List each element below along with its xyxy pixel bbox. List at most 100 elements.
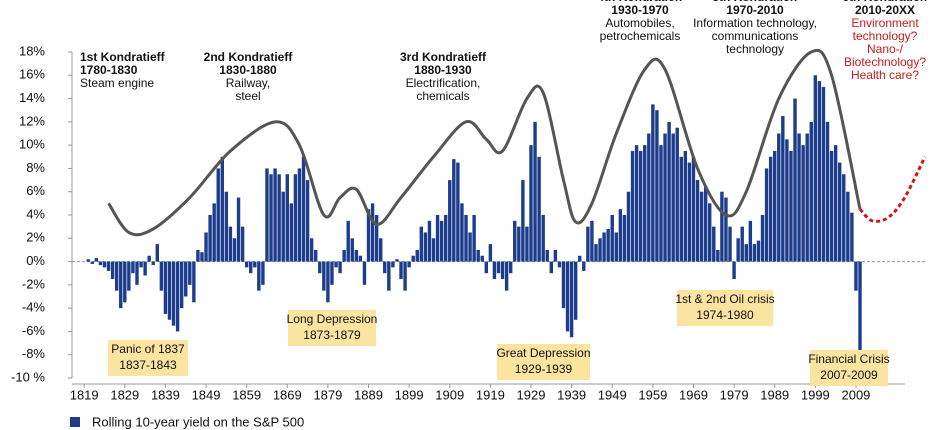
annotation: Environment (851, 16, 919, 30)
bar (468, 232, 472, 262)
bar (265, 168, 269, 262)
bar (102, 261, 107, 268)
bar (289, 203, 294, 262)
bar (106, 261, 111, 271)
box-text: Long Depression (287, 312, 378, 326)
bar (419, 226, 424, 262)
annotation: 1st Kondratieff (80, 50, 166, 64)
bar (155, 244, 159, 262)
bar (744, 244, 748, 262)
bar (768, 156, 773, 262)
bar (192, 261, 196, 303)
bar (163, 261, 168, 314)
annotation: 3rd Kondratieff (400, 50, 487, 64)
bar (305, 180, 310, 262)
bar (443, 215, 448, 262)
box-text: Great Depression (496, 346, 590, 360)
bar (578, 255, 582, 262)
y-tick-label: 8% (26, 160, 45, 175)
x-tick-label: 1839 (151, 387, 180, 402)
y-tick-label: 4% (26, 206, 45, 221)
bar (594, 244, 598, 262)
bar (626, 191, 631, 262)
x-tick-label: 1969 (679, 387, 708, 402)
box-text: 2007-2009 (820, 368, 878, 382)
bar (403, 261, 407, 291)
bar (671, 133, 675, 262)
box-text: 1873-1879 (303, 328, 361, 342)
bar (439, 220, 444, 262)
box-text: 1837-1843 (119, 358, 177, 372)
bar (395, 259, 399, 262)
bar (622, 215, 627, 262)
bar (318, 261, 322, 274)
bar (330, 261, 334, 285)
annotation: Biotechnology? (844, 55, 926, 69)
y-tick-label: -2% (22, 276, 46, 291)
bar (131, 261, 135, 274)
bar (350, 238, 354, 262)
annotation: Automobiles, (605, 16, 674, 30)
bar (86, 259, 90, 262)
bar (452, 159, 456, 262)
bar (683, 150, 688, 262)
bar (143, 261, 147, 276)
bar (244, 261, 249, 268)
x-tick-label: 2009 (841, 387, 870, 402)
annotation-box (497, 344, 590, 380)
x-tick-label: 1929 (517, 387, 546, 402)
bar (338, 261, 342, 274)
bar (663, 133, 667, 262)
bar (472, 215, 476, 262)
bar (496, 261, 501, 274)
bar (732, 261, 736, 280)
bar (167, 261, 172, 320)
bar (537, 156, 541, 262)
bar (651, 104, 655, 262)
annotation: technology? (853, 29, 918, 43)
y-tick-label: 12% (19, 113, 45, 128)
bar (119, 261, 123, 309)
annotation: 6th Kondratieff (842, 0, 928, 4)
bar (456, 162, 460, 262)
bar (281, 191, 285, 262)
bar (476, 249, 480, 262)
bar (533, 121, 537, 262)
bar (634, 145, 639, 262)
bar (590, 220, 594, 262)
bar (224, 191, 229, 262)
annotation: 2nd Kondratieff (204, 50, 294, 64)
annotation-box (677, 290, 773, 326)
bar (216, 168, 220, 262)
annotation: 1930-1970 (611, 3, 669, 17)
bar (480, 255, 484, 262)
bar (850, 212, 854, 262)
y-tick-label: 0% (26, 253, 45, 268)
y-tick-label: -8% (22, 346, 46, 361)
bar (545, 249, 549, 262)
box-text: 1st & 2nd Oil crisis (675, 292, 774, 306)
annotation-box (288, 310, 376, 346)
y-tick-label: -6% (22, 323, 46, 338)
x-tick-label: 1899 (395, 387, 424, 402)
bar (513, 220, 517, 262)
bar (159, 261, 164, 291)
bar (655, 110, 659, 262)
bar (236, 197, 241, 262)
bar (752, 244, 757, 262)
bar (618, 209, 623, 262)
box-text: 1974-1980 (696, 308, 754, 322)
bar (586, 226, 590, 262)
wave-curve (107, 48, 862, 237)
annotation: 1880-1930 (414, 63, 472, 77)
annotation: 1780-1830 (80, 63, 138, 77)
bar (435, 215, 440, 262)
x-tick-label: 1849 (192, 387, 221, 402)
x-tick-label: 1949 (598, 387, 627, 402)
annotation: Nano-/ (867, 42, 904, 56)
annotation: chemicals (416, 89, 469, 103)
bar (253, 261, 257, 268)
bar (569, 261, 574, 338)
bar (667, 121, 671, 262)
bar (525, 226, 529, 262)
